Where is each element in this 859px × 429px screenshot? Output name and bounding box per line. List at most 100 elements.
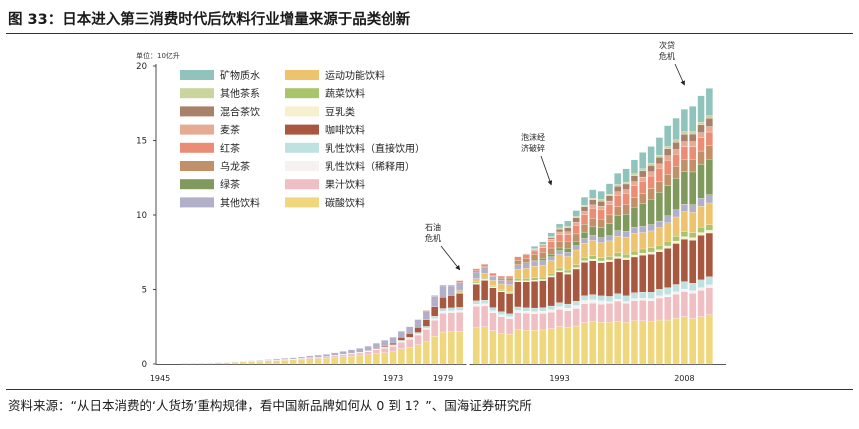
bar-segment — [680, 171, 688, 205]
bar-segment — [697, 235, 705, 280]
bar-segment — [597, 260, 605, 263]
bar-segment — [572, 325, 580, 365]
legend-swatch — [180, 124, 214, 135]
bar-segment — [531, 249, 539, 252]
bar-segment — [564, 269, 572, 273]
bar-segment — [522, 263, 530, 269]
legend-swatch — [180, 106, 214, 117]
bar-segment — [539, 311, 547, 314]
bar-segment — [664, 241, 672, 247]
bar-segment — [655, 181, 663, 193]
bar-segment — [481, 273, 489, 279]
bar-segment — [647, 165, 655, 172]
bar-segment — [547, 260, 555, 274]
bar-segment — [539, 252, 547, 259]
bar-segment — [597, 191, 605, 200]
bar-segment — [630, 256, 638, 293]
bar-segment — [705, 88, 713, 116]
bar-segment — [555, 229, 564, 233]
bar-segment — [680, 131, 688, 135]
bar-segment — [555, 241, 564, 249]
bar-segment — [580, 224, 589, 233]
bar-segment — [481, 277, 489, 280]
bar-segment — [605, 301, 614, 304]
bar-segment — [506, 277, 514, 282]
legend-swatch — [180, 179, 214, 190]
bar-segment — [539, 244, 547, 246]
bar-segment — [647, 251, 655, 255]
legend-label: 红茶 — [220, 142, 240, 155]
bar-segment — [531, 281, 539, 309]
bar-segment — [514, 281, 522, 308]
bar-segment — [564, 220, 572, 227]
bar-segment — [497, 289, 505, 292]
bar-segment — [697, 121, 705, 125]
legend-swatch — [285, 179, 319, 190]
bar-segment — [705, 131, 713, 146]
x-tick-label: 1993 — [549, 374, 569, 383]
bar-segment — [531, 277, 539, 281]
bar-segment — [572, 225, 580, 235]
bar-segment — [372, 349, 380, 354]
bar-segment — [639, 176, 647, 182]
bar-segment — [597, 257, 605, 262]
bar-segment — [614, 184, 622, 187]
bar-segment — [472, 303, 480, 307]
bar-segment — [564, 234, 572, 242]
bar-segment — [589, 258, 597, 261]
bar-segment — [422, 329, 430, 342]
bar-segment — [422, 319, 430, 327]
legend-swatch — [180, 142, 214, 153]
bar-segment — [514, 260, 522, 265]
bar-segment — [630, 173, 638, 176]
bar-segment — [497, 311, 505, 315]
bar-segment — [622, 189, 630, 194]
bar-segment — [289, 357, 297, 360]
legend-swatch — [285, 161, 319, 171]
bar-segment — [680, 134, 688, 142]
bar-segment — [655, 137, 663, 156]
x-tick-label: 1973 — [383, 374, 403, 383]
bar-segment — [456, 292, 464, 294]
bar-segment — [622, 231, 630, 238]
bar-segment — [206, 362, 214, 365]
bar-segment — [622, 183, 630, 190]
bar-segment — [564, 310, 572, 328]
bar-segment — [506, 280, 514, 285]
legend-label: 果汁饮料 — [325, 178, 365, 191]
bar-segment — [705, 126, 713, 133]
bar-segment — [522, 307, 530, 312]
bar-segment — [497, 316, 505, 334]
bar-segment — [689, 283, 697, 291]
bar-segment — [264, 360, 272, 365]
bar-segment — [572, 308, 580, 327]
bar-segment — [689, 293, 697, 319]
bar-segment — [622, 236, 630, 255]
bar-segment — [406, 337, 414, 339]
bar-segment — [439, 313, 447, 333]
bar-segment — [431, 335, 439, 365]
bar-segment — [439, 284, 447, 287]
bar-segment — [555, 254, 564, 269]
annotation-arrow — [540, 155, 553, 186]
bar-segment — [564, 227, 572, 232]
legend-swatch — [180, 70, 214, 80]
bar-segment — [397, 348, 405, 365]
bar-segment — [639, 170, 647, 178]
bar-segment — [672, 139, 680, 143]
bar-segment — [697, 290, 705, 317]
bar-segment — [689, 290, 697, 294]
bar-segment — [439, 331, 447, 365]
bar-segment — [580, 214, 589, 225]
bar-segment — [414, 333, 422, 336]
bar-segment — [381, 352, 389, 365]
bar-segment — [555, 271, 564, 303]
bar-segment — [572, 210, 580, 217]
bar-segment — [672, 236, 680, 242]
bar-segment — [522, 313, 530, 331]
bar-segment — [630, 254, 638, 258]
bar-segment — [497, 283, 505, 291]
bar-segment — [614, 258, 622, 294]
bar-segment — [655, 319, 663, 365]
bar-segment — [489, 307, 497, 311]
